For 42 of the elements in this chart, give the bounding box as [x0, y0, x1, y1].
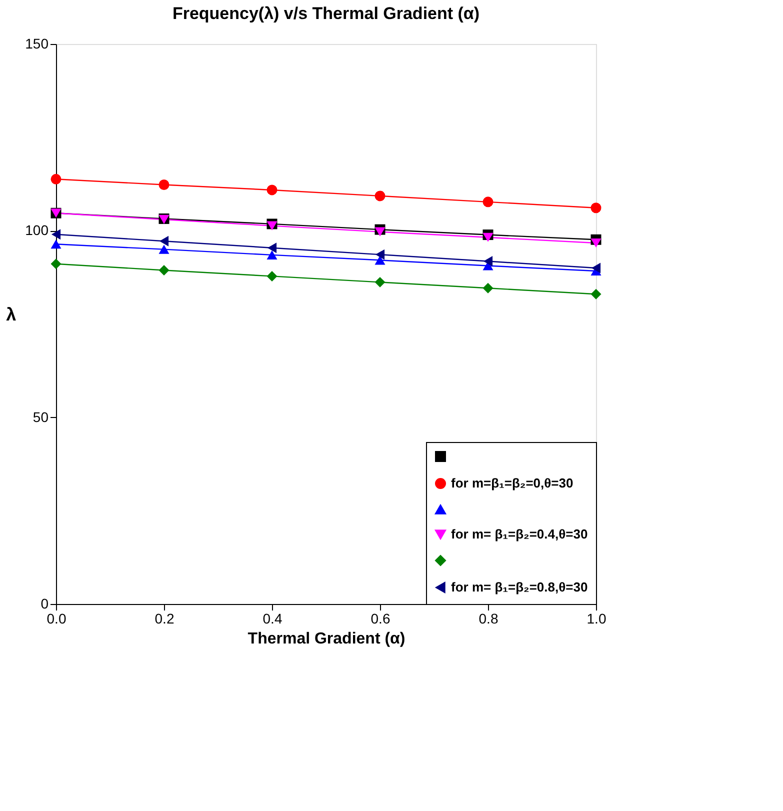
- point: [375, 249, 385, 260]
- y-tick-label: 50: [32, 408, 49, 425]
- legend-label: for m=β₁=β₂=0,θ=30: [451, 476, 574, 490]
- x-tick-label: 0.8: [478, 610, 498, 626]
- y-tick-label: 100: [25, 222, 49, 238]
- x-tick-label: 0.4: [262, 610, 282, 626]
- point: [374, 276, 386, 288]
- point: [374, 227, 386, 236]
- x-tick-label: 0.0: [46, 610, 66, 626]
- point: [50, 240, 62, 249]
- x-tick-label: 1.0: [586, 610, 606, 626]
- x-axis-title: Thermal Gradient (α): [248, 630, 406, 648]
- point: [483, 256, 493, 267]
- point: [374, 256, 386, 265]
- x-tick-label: 0.6: [370, 610, 390, 626]
- point: [51, 229, 61, 240]
- y-tick-label: 0: [40, 596, 49, 612]
- point: [590, 202, 602, 214]
- x-tick-label: 0.2: [154, 610, 174, 626]
- point: [266, 221, 278, 230]
- point: [159, 236, 169, 246]
- point: [158, 244, 170, 254]
- legend-label: for m= β₁=β₂=0.4,θ=30: [451, 526, 588, 542]
- point: [482, 232, 494, 242]
- point: [590, 238, 602, 248]
- point: [482, 196, 494, 208]
- point: [50, 258, 62, 270]
- point: [267, 242, 277, 254]
- point: [266, 184, 278, 196]
- point: [266, 270, 278, 282]
- point: [374, 190, 386, 202]
- legend-label: for m= β₁=β₂=0.8,θ=30: [451, 580, 588, 594]
- y-axis-title: λ: [6, 304, 16, 324]
- point: [482, 282, 494, 294]
- point: [158, 180, 170, 190]
- point: [158, 264, 170, 276]
- point: [50, 174, 62, 184]
- point: [591, 262, 601, 274]
- point: [590, 288, 602, 300]
- y-tick-label: 150: [25, 36, 49, 52]
- chart-title: Frequency(λ) v/s Thermal Gradient (α): [172, 4, 480, 23]
- point: [266, 250, 278, 260]
